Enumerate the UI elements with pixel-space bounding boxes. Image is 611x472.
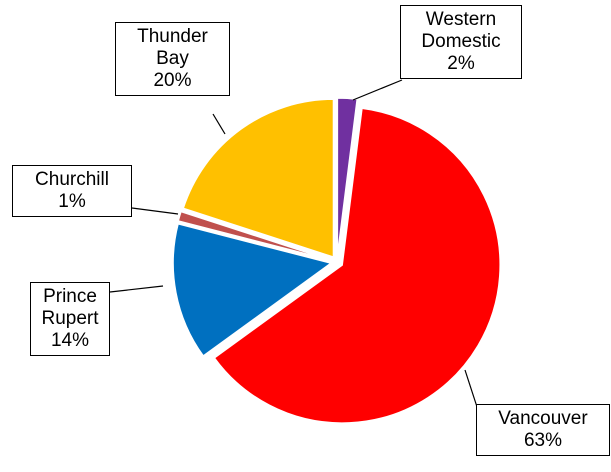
data-label: Vancouver 63% bbox=[476, 404, 610, 456]
category-label: Vancouver bbox=[498, 408, 588, 429]
callout-line bbox=[212, 113, 226, 135]
category-label: Thunder Bay bbox=[137, 26, 208, 69]
category-label: Churchill bbox=[35, 169, 109, 190]
value-label: 1% bbox=[58, 191, 86, 212]
value-label: 2% bbox=[447, 53, 475, 74]
data-label: Western Domestic 2% bbox=[400, 5, 522, 79]
callout-line bbox=[109, 285, 164, 293]
value-label: 14% bbox=[50, 330, 90, 351]
pie-slice bbox=[336, 97, 359, 257]
callout-line bbox=[352, 79, 403, 101]
pie-slice bbox=[172, 222, 333, 358]
callout-line bbox=[131, 207, 179, 215]
pie-slice bbox=[213, 107, 501, 424]
category-label: Western Domestic bbox=[421, 9, 501, 52]
data-label: Thunder Bay 20% bbox=[115, 22, 230, 96]
callout-line bbox=[464, 369, 479, 411]
data-label: Prince Rupert 14% bbox=[30, 282, 110, 356]
data-label: Churchill 1% bbox=[12, 165, 132, 217]
pie-slice bbox=[177, 210, 332, 262]
value-label: 20% bbox=[153, 70, 192, 91]
pie-slice bbox=[182, 98, 335, 259]
category-label: Prince Rupert bbox=[41, 286, 99, 329]
value-label: 63% bbox=[523, 430, 563, 451]
